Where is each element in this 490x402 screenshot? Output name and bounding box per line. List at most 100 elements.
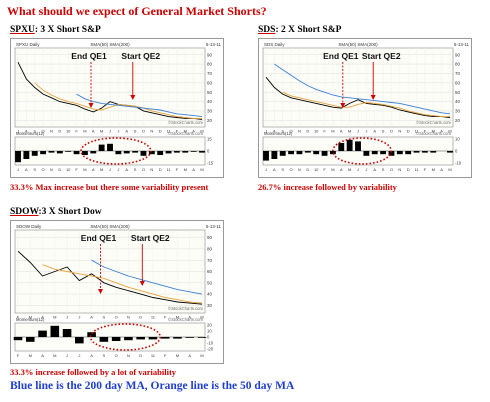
x-tick-label-indicator: N [298, 167, 301, 172]
indicator-bar [123, 151, 130, 154]
x-tick-label-indicator: 10 [66, 167, 71, 172]
annotation-arrowhead-qe2 [130, 95, 136, 100]
chart-1-caption: 33.3% Max increase but there some variab… [10, 182, 209, 192]
x-tick-label: F [424, 129, 427, 134]
indicator-bar [73, 151, 80, 155]
price-watermark: ©StockCharts.com [416, 120, 451, 125]
x-tick-label-indicator: J [357, 167, 359, 172]
x-tick-label: S [134, 129, 137, 134]
x-tick-label: O [115, 315, 118, 320]
x-tick-label-indicator: J [66, 353, 68, 358]
y-tick-label: 50 [207, 90, 213, 95]
indicator-bar [355, 141, 361, 151]
x-tick-label: J [357, 129, 359, 134]
annotation-start-qe2: Start QE2 [362, 51, 401, 61]
x-tick-label: A [340, 129, 343, 134]
x-tick-label: F [164, 315, 167, 320]
indicator-bar [430, 151, 437, 153]
x-tick-label: F [176, 129, 179, 134]
indicator-bar [271, 151, 278, 159]
x-tick-label: M [53, 315, 56, 320]
y-tick-label: 30 [207, 303, 213, 308]
x-tick-label-indicator: M [448, 167, 451, 172]
x-tick-label-indicator: S [103, 353, 106, 358]
indicator-watermark: ©StockCharts.com [168, 317, 203, 322]
x-tick-label: S [382, 129, 385, 134]
x-tick-label-indicator: O [42, 167, 45, 172]
indicator-tick-label: -15 [207, 161, 214, 166]
indicator-tick-label: 15 [207, 137, 212, 142]
chart-2-label: SDS: 2 X Short S&P [258, 25, 342, 35]
indicator-tick-label: 10 [455, 137, 460, 142]
x-tick-label-indicator: N [150, 167, 153, 172]
x-tick-label-indicator: J [17, 167, 19, 172]
chart-2-frame: SDS Daily SMA(50) SMA(200) 5-13-11 Momentum… [258, 38, 472, 178]
indicator-bar [263, 151, 269, 161]
indicator-tick-label: -10 [455, 161, 462, 166]
indicator-bar [321, 151, 328, 156]
indicator-bar [81, 151, 88, 155]
x-tick-label: J [109, 129, 111, 134]
x-tick-label: F [323, 129, 326, 134]
x-tick-label-indicator: A [25, 167, 28, 172]
x-tick-label-indicator: D [306, 167, 309, 172]
x-tick-label-indicator: S [33, 167, 36, 172]
annotation-arrowhead-qe1 [98, 289, 103, 294]
x-tick-label: 11 [151, 315, 156, 320]
chart-1-frame: SPXU Daily SMA(50) SMA(200) 5-13-11 Momentu… [10, 38, 224, 178]
chart-1-label: SPXU: 3 X Short S&P [10, 25, 101, 35]
x-tick-label-indicator: O [390, 167, 393, 172]
x-tick-label-indicator: J [117, 167, 119, 172]
x-tick-label-indicator: F [17, 353, 20, 358]
x-tick-label: M [200, 129, 203, 134]
indicator-bar [185, 337, 195, 338]
series-line-price [17, 61, 203, 120]
x-tick-label-indicator: O [142, 167, 145, 172]
indicator-bar [396, 151, 403, 155]
indicator-bar [279, 151, 286, 156]
indicator-bar [313, 151, 320, 155]
x-tick-label-indicator: M [100, 167, 103, 172]
indicator-bar [157, 151, 164, 155]
indicator-tick-label: 0 [455, 149, 458, 154]
indicator-bar [38, 330, 47, 337]
x-tick-label-indicator: A [192, 167, 195, 172]
indicator-watermark: ©StockCharts.com [416, 131, 451, 136]
x-tick-label: A [90, 315, 93, 320]
indicator-bar [160, 337, 170, 339]
indicator-label: Momentum(12) [264, 131, 293, 136]
indicator-bar [380, 151, 387, 155]
indicator-bar [87, 332, 96, 337]
indicator-tick-label: 0 [207, 335, 210, 340]
indicator-bar [363, 151, 370, 156]
x-tick-label-indicator: A [90, 353, 93, 358]
y-tick-label: 90 [455, 52, 461, 57]
chart-3-caption: 33.3% increase followed by a lot of vari… [10, 367, 177, 377]
x-tick-label: J [66, 315, 68, 320]
x-tick-label: N [150, 129, 153, 134]
chart-header-ticker: SDS Daily [264, 42, 285, 47]
y-tick-label: 30 [455, 109, 461, 114]
x-tick-label: J [265, 129, 267, 134]
chart-header-legend: SMA(50) SMA(200) [90, 224, 130, 229]
x-tick-label: M [29, 315, 32, 320]
x-tick-label: M [448, 129, 451, 134]
x-tick-label: S [103, 315, 106, 320]
indicator-bar [132, 151, 139, 153]
y-tick-label: 80 [207, 247, 213, 252]
x-tick-label: J [117, 129, 119, 134]
x-tick-label-indicator: M [184, 167, 187, 172]
indicator-bar [25, 337, 35, 342]
indicator-tick-label: 0 [207, 149, 210, 154]
x-tick-label-indicator: N [127, 353, 130, 358]
x-tick-label: D [159, 129, 162, 134]
x-tick-label-indicator: J [265, 167, 267, 172]
indicator-tick-label: 10 [207, 329, 212, 334]
indicator-bar [23, 151, 30, 159]
x-tick-label: J [17, 129, 19, 134]
y-tick-label: 70 [207, 71, 213, 76]
x-tick-label-indicator: O [290, 167, 293, 172]
x-tick-label-indicator: J [365, 167, 367, 172]
annotation-arrowhead-qe2 [139, 281, 145, 286]
x-tick-label: O [390, 129, 393, 134]
